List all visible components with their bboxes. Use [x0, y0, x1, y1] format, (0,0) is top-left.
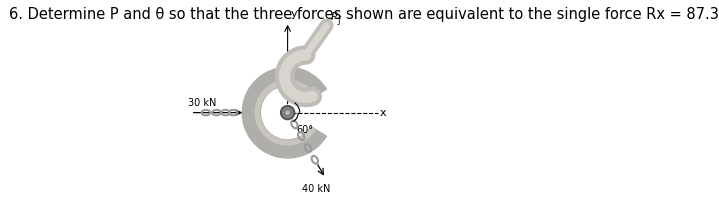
Circle shape: [285, 109, 290, 116]
Text: P: P: [331, 12, 338, 22]
Text: θ: θ: [304, 97, 310, 107]
Text: 6. Determine P and θ so that the three forces shown are equivalent to the single: 6. Determine P and θ so that the three f…: [9, 7, 719, 22]
Text: 60°: 60°: [297, 125, 313, 135]
Text: x: x: [380, 108, 387, 118]
Text: y: y: [290, 9, 297, 19]
Text: ƒ: ƒ: [337, 16, 340, 25]
Text: 30 kN: 30 kN: [188, 98, 216, 108]
Text: 40 kN: 40 kN: [302, 184, 330, 194]
Circle shape: [281, 106, 294, 119]
